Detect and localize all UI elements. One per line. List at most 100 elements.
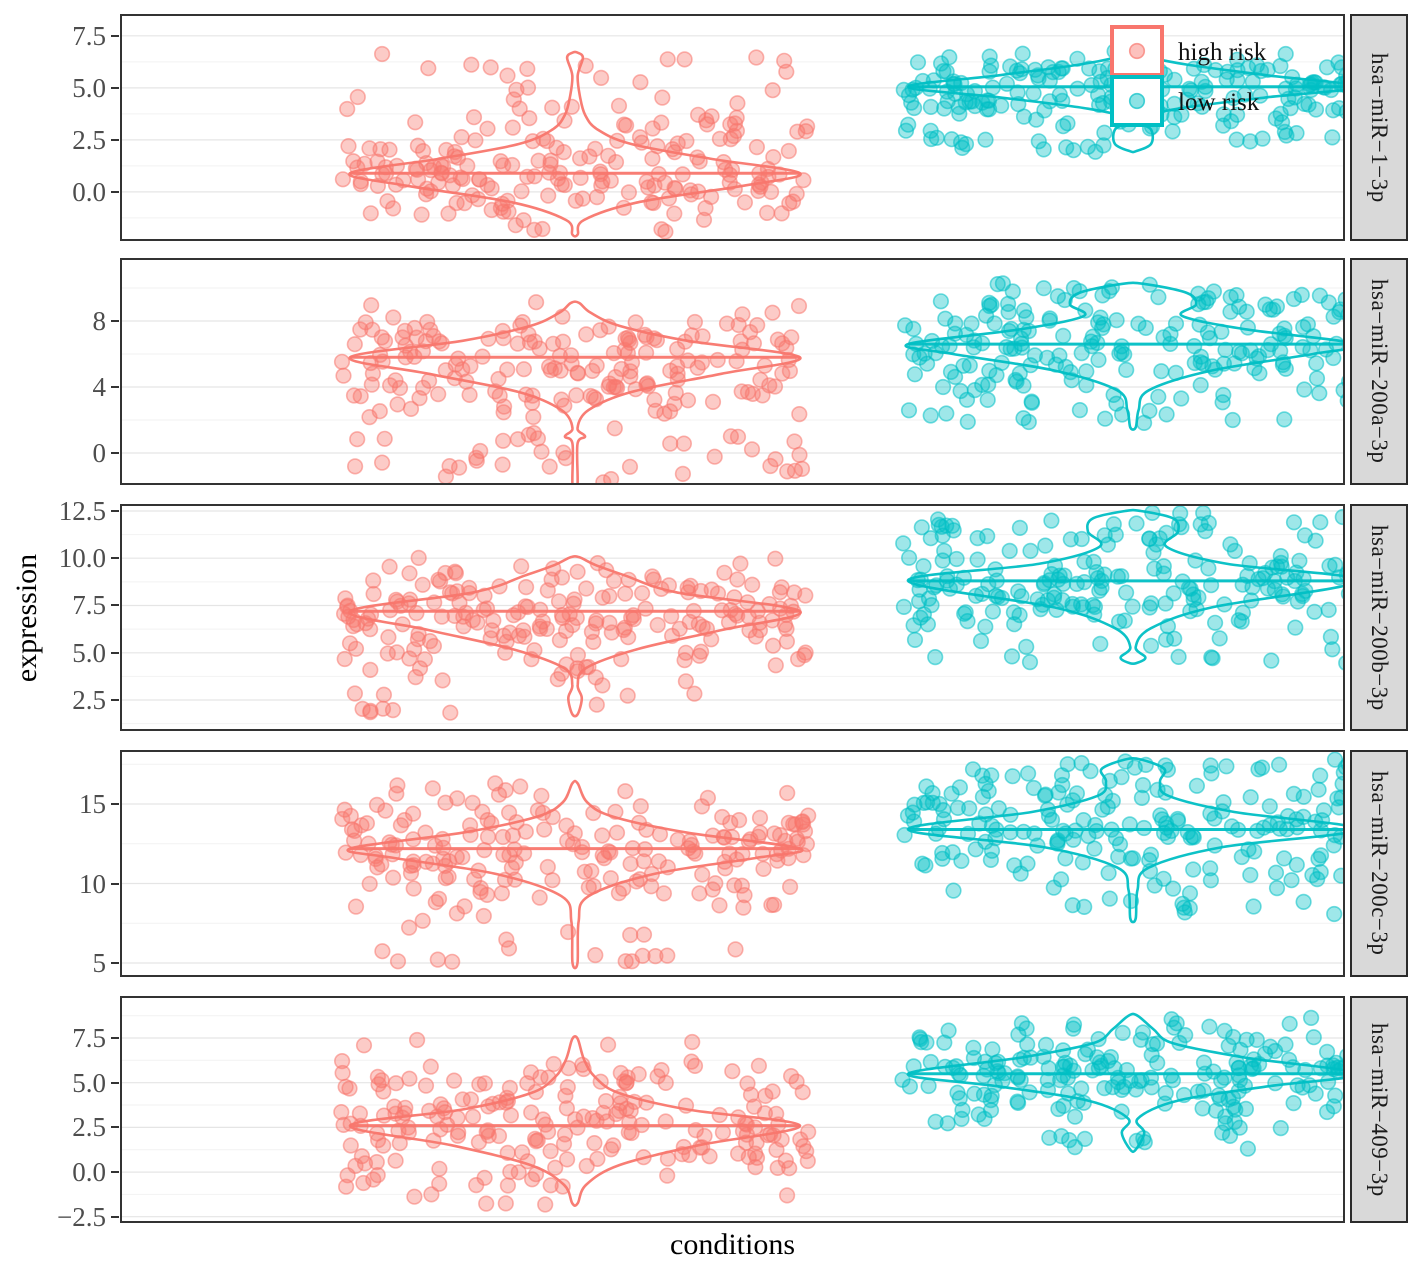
y-tick-mark <box>111 803 119 805</box>
panel-canvas <box>120 750 1345 977</box>
y-tick-mark <box>111 1216 119 1218</box>
point <box>409 1031 426 1049</box>
point <box>1148 1035 1166 1052</box>
point <box>1076 553 1093 570</box>
point <box>938 405 955 422</box>
point <box>525 425 543 442</box>
point <box>919 616 937 633</box>
point <box>677 644 695 661</box>
point <box>932 293 950 310</box>
point <box>1285 290 1302 308</box>
point <box>1041 93 1058 110</box>
point <box>388 591 405 608</box>
point <box>977 618 994 635</box>
point <box>1215 117 1232 134</box>
point <box>509 335 526 352</box>
point <box>1018 638 1035 655</box>
point <box>729 428 747 445</box>
point <box>1055 1097 1072 1114</box>
point <box>336 801 353 818</box>
point <box>1096 124 1113 141</box>
point <box>1076 898 1093 915</box>
y-tick-label: 7.5 <box>72 590 106 620</box>
point <box>513 183 530 200</box>
point <box>584 1109 601 1127</box>
point <box>333 1103 350 1121</box>
violin-outline-low-risk <box>906 508 1345 666</box>
point <box>592 322 609 339</box>
point <box>1175 899 1193 916</box>
point <box>1214 1124 1231 1141</box>
point <box>461 386 478 403</box>
point <box>1055 327 1072 344</box>
point <box>409 631 427 648</box>
point <box>915 558 932 575</box>
point <box>1026 347 1044 364</box>
point <box>1104 792 1121 810</box>
point <box>1186 354 1203 372</box>
point <box>1164 880 1182 897</box>
point <box>983 767 1000 784</box>
point <box>633 585 651 602</box>
point <box>983 842 1001 859</box>
point <box>1000 303 1017 321</box>
point <box>334 810 351 828</box>
point <box>1133 789 1151 807</box>
panel-canvas <box>120 996 1345 1223</box>
point <box>1188 777 1205 794</box>
point <box>1162 1067 1180 1084</box>
point <box>365 585 382 603</box>
point <box>1281 1015 1298 1032</box>
point <box>736 887 753 904</box>
point <box>616 619 633 636</box>
point <box>1276 411 1293 428</box>
point <box>337 1078 354 1095</box>
point <box>363 297 380 314</box>
point <box>1068 785 1086 802</box>
point <box>781 1160 798 1177</box>
point <box>497 1195 514 1212</box>
point <box>434 672 451 689</box>
point <box>346 822 363 839</box>
point <box>764 82 781 99</box>
point <box>1110 848 1127 865</box>
point <box>1066 1108 1084 1125</box>
point <box>789 123 806 140</box>
point <box>353 1148 370 1165</box>
point <box>519 79 537 96</box>
point <box>413 206 430 223</box>
point <box>569 1119 586 1136</box>
point <box>1287 619 1304 636</box>
point <box>773 579 790 596</box>
point <box>587 615 605 632</box>
point <box>442 704 459 721</box>
point <box>1021 654 1039 671</box>
point <box>965 1049 983 1067</box>
violin-outline-low-risk <box>904 281 1345 431</box>
point <box>454 1091 471 1108</box>
point <box>578 1157 595 1175</box>
point <box>437 870 454 887</box>
point <box>606 420 623 437</box>
point <box>1270 756 1288 773</box>
point <box>1065 831 1082 848</box>
y-tick-label: −2.5 <box>57 1202 106 1232</box>
point <box>1333 867 1345 884</box>
point <box>1239 1140 1256 1157</box>
point <box>695 211 713 228</box>
point <box>495 432 512 449</box>
point <box>531 340 548 357</box>
point <box>964 761 982 778</box>
point <box>739 384 757 401</box>
point <box>791 406 808 423</box>
point <box>588 189 606 206</box>
point <box>993 97 1010 114</box>
point <box>961 93 978 110</box>
point <box>1012 865 1029 882</box>
point <box>707 875 724 892</box>
jitter-points-low-risk <box>896 275 1345 431</box>
point <box>472 883 489 901</box>
point <box>1309 871 1326 888</box>
point <box>375 686 393 703</box>
point <box>1201 1018 1218 1035</box>
